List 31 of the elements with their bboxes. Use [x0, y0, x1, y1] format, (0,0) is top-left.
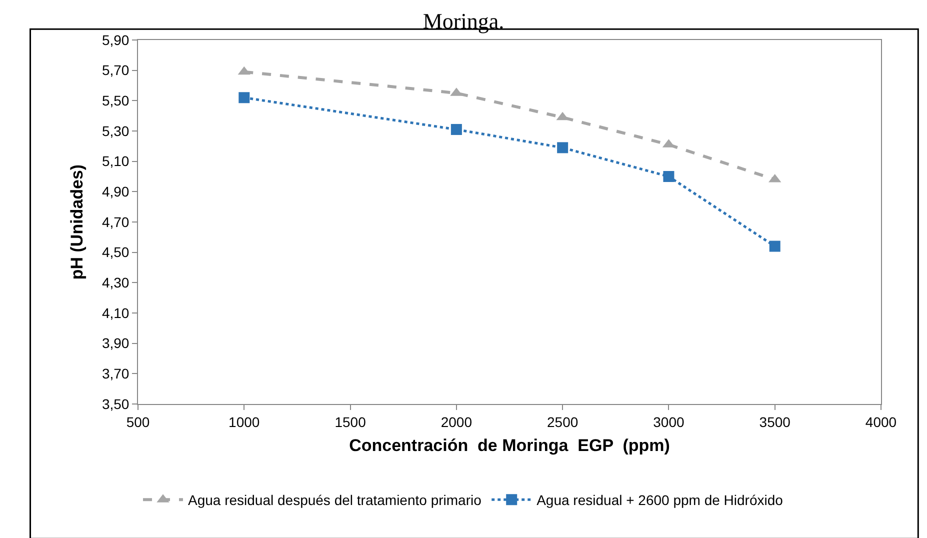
- x-axis-title: Concentración de Moringa EGP (ppm): [349, 436, 670, 456]
- x-tick-label: 3500: [759, 414, 791, 430]
- y-tick-label: 3,90: [102, 335, 130, 352]
- y-tick-label: 3,50: [102, 396, 130, 412]
- y-tick-label: 5,30: [102, 122, 130, 139]
- y-tick-label: 4,90: [102, 184, 130, 200]
- x-tick-label: 2500: [546, 414, 578, 430]
- point: [663, 171, 674, 182]
- legend-label: Agua residual después del tratamiento primario: [188, 492, 482, 508]
- x-tick-label: 1000: [228, 414, 260, 430]
- y-tick-label: 5,10: [102, 153, 130, 170]
- x-tick-label: 2000: [440, 414, 472, 430]
- legend-label: Agua residual + 2600 ppm de Hidróxido: [536, 492, 784, 508]
- point: [238, 92, 250, 104]
- y-tick-label: 5,50: [102, 92, 130, 109]
- x-tick-label: 1500: [334, 414, 366, 430]
- chart-title: Moringa.: [422, 8, 504, 34]
- y-tick-label: 3,70: [102, 366, 130, 382]
- y-tick-label: 5,90: [102, 32, 130, 48]
- y-axis-title: pH (Unidades): [68, 164, 86, 280]
- point: [450, 124, 462, 135]
- y-tick-label: 4,30: [102, 274, 130, 291]
- point: [769, 240, 780, 252]
- point: [557, 142, 568, 154]
- x-tick-label: 3000: [653, 414, 684, 430]
- y-tick-label: 4,50: [102, 244, 130, 260]
- x-tick-label: 500: [126, 414, 150, 430]
- y-tick-label: 4,70: [102, 214, 130, 230]
- y-tick-label: 5,70: [102, 62, 130, 78]
- y-tick-label: 4,10: [102, 304, 130, 321]
- x-tick-label: 4000: [865, 414, 897, 430]
